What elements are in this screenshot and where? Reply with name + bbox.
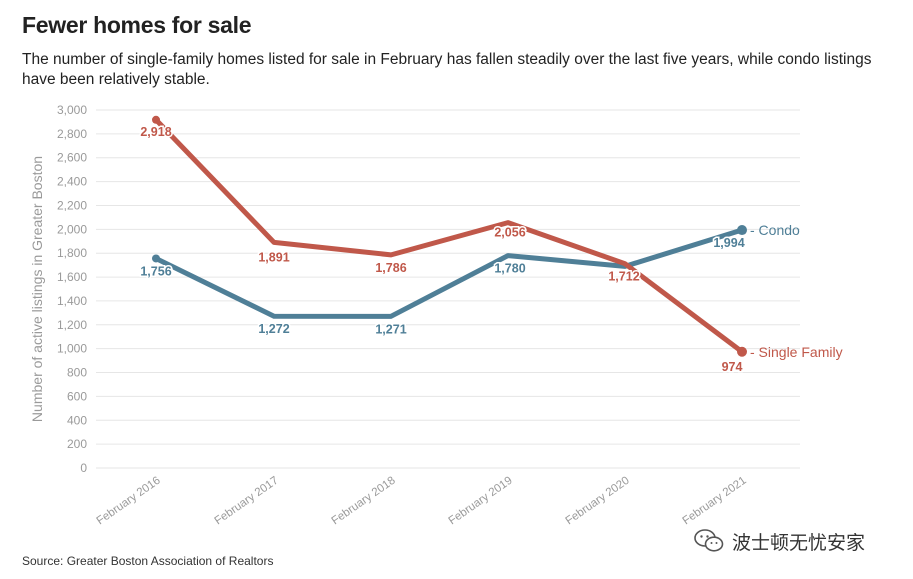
watermark: 波士顿无忧安家 (694, 526, 865, 556)
chart-subtitle: The number of single-family homes listed… (22, 51, 872, 88)
data-label: 1,994 (713, 236, 744, 250)
series-label-single-family: - Single Family (750, 344, 843, 360)
y-tick-label: 3,000 (57, 103, 87, 117)
y-tick-label: 2,200 (57, 198, 87, 212)
x-tick-label: February 2017 (213, 475, 281, 528)
y-tick-label: 1,000 (57, 342, 87, 356)
series-end-point (737, 225, 747, 236)
data-label: 2,918 (140, 125, 171, 139)
data-label: 1,780 (494, 262, 525, 276)
y-tick-label: 200 (67, 437, 87, 451)
wechat-icon (694, 529, 724, 552)
y-tick-label: 400 (67, 413, 87, 427)
data-label: 1,712 (608, 270, 639, 284)
data-label: 1,786 (375, 261, 406, 275)
series-start-point (152, 115, 160, 124)
data-label: 974 (722, 360, 743, 374)
y-tick-label: 2,800 (57, 127, 87, 141)
data-label: 1,756 (140, 264, 171, 278)
x-tick-label: February 2019 (447, 475, 515, 528)
data-label: 1,271 (375, 322, 406, 336)
data-label: 2,056 (494, 226, 525, 240)
y-tick-label: 0 (80, 461, 87, 475)
y-tick-label: 2,000 (57, 222, 87, 236)
y-tick-label: 1,400 (57, 294, 87, 308)
x-tick-label: February 2018 (330, 475, 398, 528)
series-line-single-family (153, 117, 745, 355)
y-tick-label: 600 (67, 389, 87, 403)
y-tick-label: 2,600 (57, 151, 87, 165)
y-tick-label: 1,200 (57, 318, 87, 332)
y-tick-label: 1,600 (57, 270, 87, 284)
data-label: 1,891 (258, 250, 289, 264)
y-tick-label: 1,800 (57, 246, 87, 260)
series-label-condo: - Condo (750, 222, 800, 238)
x-tick-label: February 2020 (564, 475, 632, 528)
series-end-point (737, 346, 747, 357)
chart-title: Fewer homes for sale (22, 12, 252, 38)
source-note: Source: Greater Boston Association of Re… (22, 554, 274, 568)
series-line-condo (153, 227, 745, 319)
y-tick-label: 2,400 (57, 175, 87, 189)
data-label: 1,272 (258, 322, 289, 336)
x-tick-label: February 2016 (95, 475, 163, 528)
y-tick-label: 800 (67, 366, 87, 380)
series-start-point (152, 254, 160, 263)
x-tick-label: February 2021 (681, 475, 749, 528)
y-axis-label: Number of active listings in Greater Bos… (29, 156, 45, 422)
watermark-text: 波士顿无忧安家 (732, 531, 866, 554)
